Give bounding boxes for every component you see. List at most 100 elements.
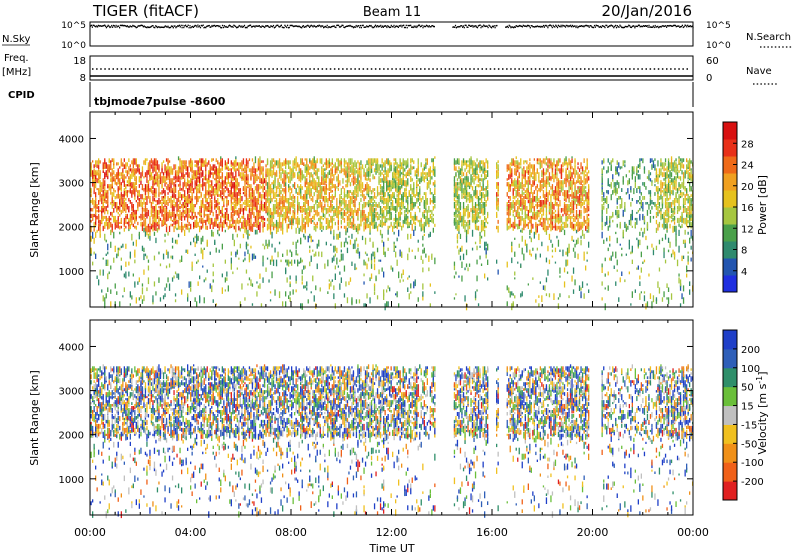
heatmap-cell — [104, 192, 106, 199]
heatmap-cell — [164, 190, 166, 196]
heatmap-cell — [328, 219, 330, 227]
heatmap-cell — [297, 215, 299, 222]
heatmap-cell — [321, 166, 323, 169]
sky-noise-point — [354, 26, 356, 28]
heatmap-cell — [408, 225, 410, 228]
heatmap-cell — [292, 200, 294, 207]
heatmap-cell — [366, 168, 368, 173]
heatmap-cell — [360, 209, 362, 217]
heatmap-cell — [325, 158, 327, 166]
heatmap-cell — [422, 168, 424, 174]
heatmap-cell — [351, 158, 353, 164]
sky-noise-point — [130, 25, 132, 28]
heatmap-cell — [110, 265, 112, 270]
heatmap-cell — [328, 178, 330, 186]
heatmap-cell — [274, 192, 276, 199]
heatmap-cell — [123, 202, 125, 209]
sky-noise-point — [359, 26, 361, 29]
heatmap-cell — [259, 162, 261, 169]
sky-noise-point — [256, 25, 258, 27]
heatmap-cell — [300, 209, 302, 213]
heatmap-cell — [389, 180, 391, 187]
heatmap-cell — [313, 221, 315, 225]
heatmap-cell — [373, 168, 376, 173]
heatmap-cell — [357, 178, 359, 185]
heatmap-cell — [167, 168, 169, 175]
heatmap-cell — [134, 170, 136, 176]
sky-noise-point — [371, 26, 373, 28]
sky-noise-point — [600, 25, 602, 28]
sky-noise-point — [267, 25, 269, 27]
heatmap-cell — [134, 217, 136, 223]
heatmap-cell — [381, 158, 383, 164]
heatmap-cell — [233, 225, 235, 230]
heatmap-cell — [378, 172, 380, 176]
heatmap-cell — [333, 184, 335, 187]
heatmap-cell — [165, 200, 168, 206]
heatmap-cell — [497, 219, 499, 224]
heatmap-cell — [468, 164, 471, 170]
heatmap-cell — [122, 162, 124, 167]
heatmap-cell — [230, 180, 232, 183]
heatmap-cell — [339, 283, 341, 290]
heatmap-cell — [309, 209, 311, 217]
sky-noise-point — [115, 24, 117, 27]
heatmap-cell — [119, 178, 121, 184]
heatmap-cell — [92, 176, 94, 183]
sky-noise-point — [656, 26, 658, 28]
heatmap-cell — [248, 190, 251, 197]
heatmap-cell — [291, 225, 293, 230]
heatmap-cell — [104, 303, 106, 309]
heatmap-cell — [171, 223, 174, 227]
heatmap-cell — [286, 198, 288, 204]
heatmap-cell — [303, 204, 305, 208]
heatmap-cell — [125, 170, 127, 173]
sky-noise-point — [491, 27, 493, 29]
heatmap-cell — [461, 174, 463, 177]
heatmap-cell — [297, 204, 299, 211]
sky-noise-point — [119, 24, 122, 27]
heatmap-cell — [413, 229, 415, 236]
sky-noise-point — [412, 26, 414, 29]
heatmap-cell — [274, 162, 276, 168]
heatmap-cell — [120, 265, 122, 271]
heatmap-cell — [389, 287, 391, 292]
heatmap-cell — [390, 184, 392, 188]
heatmap-cell — [291, 217, 293, 223]
heatmap-cell — [375, 275, 377, 282]
heatmap-cell — [360, 198, 362, 202]
sky-noise-point — [659, 26, 661, 28]
heatmap-cell — [107, 204, 109, 208]
sky-noise-point — [533, 26, 535, 28]
heatmap-cell — [110, 229, 112, 236]
heatmap-cell — [407, 253, 409, 261]
heatmap-cell — [398, 204, 400, 208]
sky-noise-point — [195, 25, 197, 27]
sky-noise-point — [556, 26, 559, 29]
heatmap-cell — [401, 180, 403, 185]
heatmap-cell — [217, 198, 219, 203]
sky-noise-point — [239, 25, 241, 27]
heatmap-cell — [367, 166, 370, 170]
heatmap-cell — [254, 215, 257, 221]
heatmap-cell — [407, 287, 409, 292]
heatmap-cell — [159, 176, 162, 181]
heatmap-cell — [413, 217, 415, 222]
heatmap-cell — [351, 192, 353, 196]
heatmap-cell — [401, 225, 403, 231]
heatmap-cell — [366, 263, 368, 270]
heatmap-cell — [289, 192, 291, 199]
sky-noise-point — [340, 25, 342, 28]
heatmap-cell — [155, 176, 157, 183]
heatmap-cell — [372, 196, 374, 200]
heatmap-cell — [349, 206, 352, 212]
heatmap-cell — [363, 188, 365, 192]
heatmap-cell — [387, 227, 389, 235]
cpid-label: CPID — [8, 90, 35, 101]
heatmap-cell — [247, 178, 249, 184]
heatmap-cell — [268, 168, 270, 175]
heatmap-cell — [476, 176, 478, 179]
heatmap-cell — [155, 192, 157, 198]
heatmap-cell — [196, 162, 198, 168]
heatmap-cell — [116, 253, 118, 259]
